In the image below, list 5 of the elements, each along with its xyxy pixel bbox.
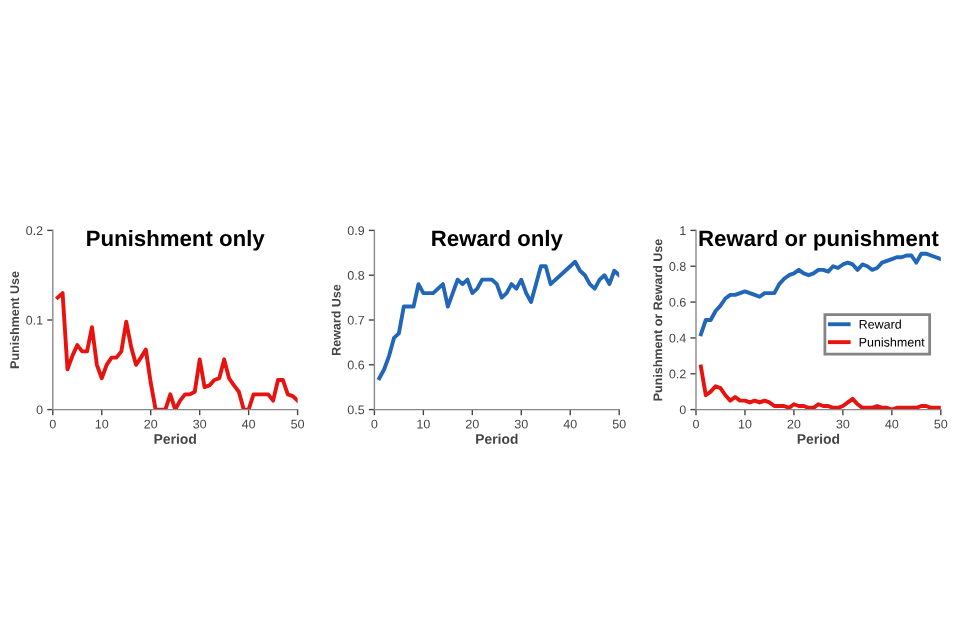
- chart-title: Reward or punishment: [699, 229, 939, 251]
- line-series: [377, 259, 620, 381]
- chart-title: Reward only: [432, 229, 563, 251]
- line-series: [698, 251, 941, 337]
- chart-title: Punishment only: [87, 229, 265, 251]
